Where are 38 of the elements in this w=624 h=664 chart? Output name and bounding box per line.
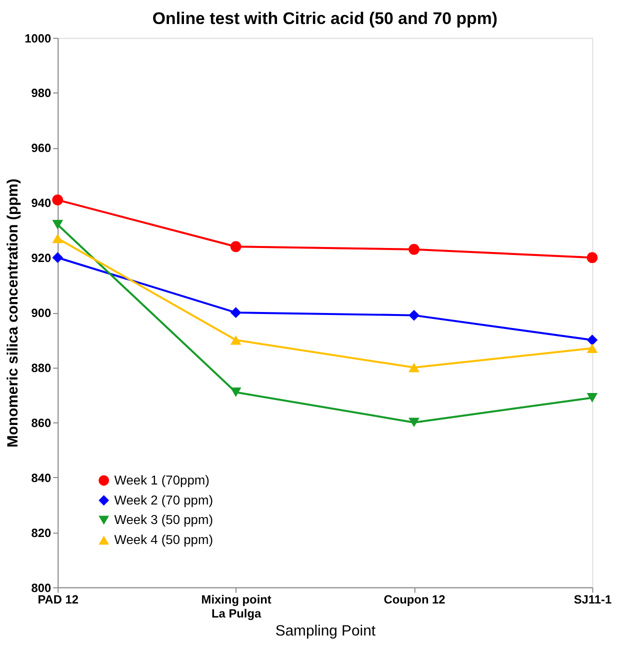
x-axis-title: Sampling Point [275,623,376,640]
x-tick-label: Coupon 12 [384,592,446,607]
point [230,307,242,318]
point [408,362,420,372]
y-tick-label: 960 [31,141,52,156]
legend-label: Week 4 (50 ppm) [114,532,214,548]
point [52,194,64,206]
x-tick-label: SJ11-1 [574,592,612,607]
x-tick-label: PAD 12 [38,592,79,607]
y-tick-label: 820 [31,526,52,540]
y-tick-label: 980 [31,86,52,100]
y-tick-label: 800 [31,580,52,595]
y-axis-title: Monomeric silica concentration (ppm) [6,178,22,448]
legend-label: Week 3 (50 ppm) [114,512,214,528]
point [52,234,64,244]
point [586,393,598,402]
y-tick-label: 840 [31,470,52,485]
point [408,310,420,321]
y-tick-label: 880 [31,360,52,375]
point [586,252,598,264]
y-tick-label: 860 [31,416,52,430]
point [586,344,598,353]
y-tick-label: 1000 [24,31,52,46]
legend-label: Week 1 (70ppm) [114,472,210,488]
point [230,241,242,252]
y-tick-label: 920 [31,251,52,266]
point [408,244,420,255]
point [230,335,242,345]
y-tick-label: 900 [31,306,52,320]
point [52,252,64,264]
point [52,220,64,230]
legend-label: Week 2 (70 ppm) [114,492,214,508]
y-tick-label: 940 [31,196,52,210]
point [230,388,242,397]
point [586,334,598,346]
point [408,418,420,428]
x-tick-label: Mixing point La Pulga [201,592,272,621]
chart-title: Online test with Citric acid (50 and 70 ppm) [152,8,498,28]
